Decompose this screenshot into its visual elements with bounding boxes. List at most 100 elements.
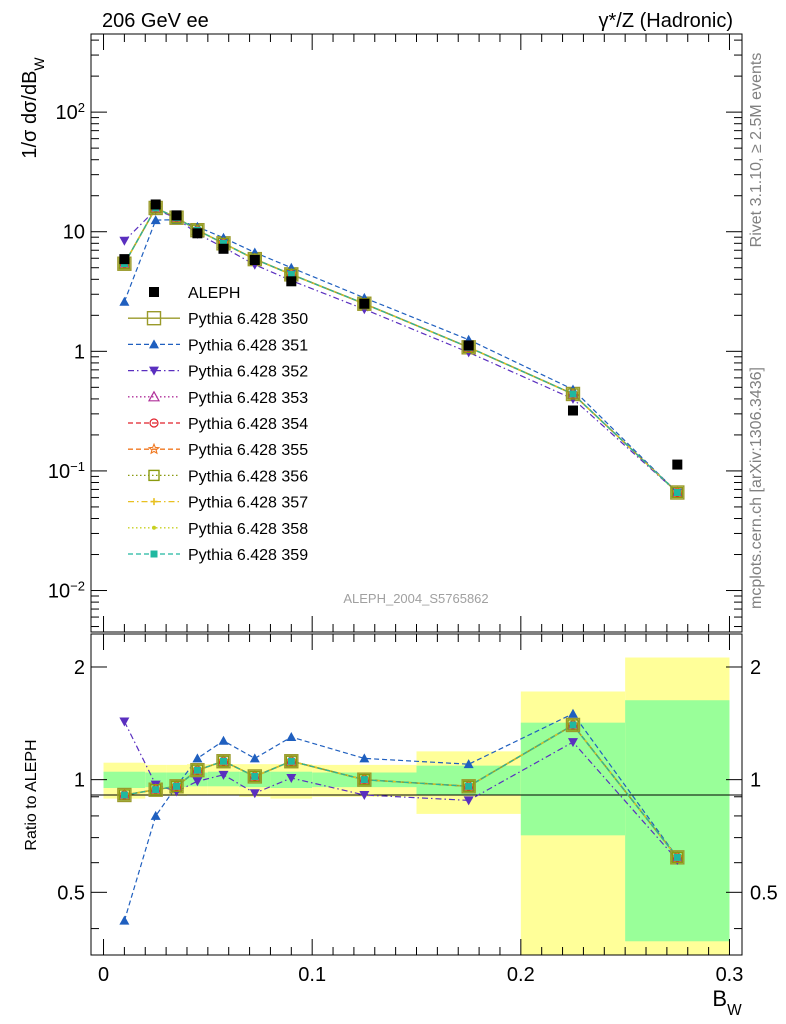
series-1-point [150,215,161,225]
ratio-9-point [193,766,201,774]
header-right-label: γ*/Z (Hadronic) [599,10,733,32]
main-axis-ticks: 10−2 10−1 1 10 102 [48,34,742,632]
ratio-1-point [286,732,297,742]
mcplots-reference-note: mcplots.cern.ch [arXiv:1306.3436] [748,367,765,609]
legend-marker-2 [149,366,159,376]
ratio-2-point [286,774,297,784]
ratio-6-point [462,780,475,792]
ratio-2-point [567,738,578,748]
series-6-point [671,486,684,499]
main-data-layer [119,199,683,470]
legend-label-aleph: ALEPH [188,285,240,302]
legend-label-6: Pythia 6.428 356 [188,468,308,485]
legend-label-7: Pythia 6.428 357 [188,495,308,512]
series-9-point [569,390,577,398]
ratio-9-point [465,782,473,790]
legend-marker-5 [147,442,161,455]
ratio-6-point [170,780,183,792]
main-panel: 10−2 10−1 1 10 102 ALEPH_2004_S5765862 ALEPH… [19,33,743,633]
stat-uncertainty-band [103,771,146,788]
ratio-0-point [247,769,262,784]
ratio-2-point [192,777,203,787]
ratio-9-point [219,757,227,765]
aleph-data-point [567,405,578,416]
ratio-9-point [152,786,160,794]
aleph-data-point [249,255,260,266]
main-y-tick-label: 10 [63,222,85,244]
ratio-6-point [249,770,261,783]
stat-uncertainty-band [625,700,730,942]
ratio-1-point [218,735,229,745]
ratio-1-point [192,753,203,763]
ratio-y-tick-label-right: 2 [750,657,761,679]
header-left-label: 206 GeV ee [102,10,209,32]
main-y-tick-label: 102 [56,100,85,125]
ratio-9-point [673,853,681,861]
rivet-version-note: Rivet 3.1.10, ≥ 2.5M events [748,53,765,248]
ratio-6-point [149,784,162,796]
ratio-axis-ticks: 0.5 0.5 1 1 2 2 0 0.1 0.2 0.3 [57,634,778,986]
ratio-series-layer [117,708,685,925]
main-y-tick-label: 10−1 [48,458,85,483]
ratio-1-point [359,753,370,763]
x-tick-label: 0.1 [298,964,326,986]
ratio-0-point [190,762,205,778]
ratio-9-point [251,772,259,780]
aleph-data-point [218,243,229,254]
ratio-0-point [357,772,372,787]
ratio-6-point [358,773,371,786]
ratio-y-tick-label-right: 1 [750,770,761,792]
ratio-9-point [120,791,128,799]
series-9-point [219,239,227,247]
ratio-1-point [150,810,161,820]
legend-marker-4 [149,418,159,428]
legend-label-9: Pythia 6.428 359 [188,547,308,564]
ratio-panel: 0.5 0.5 1 1 2 2 0 0.1 0.2 0.3 Ratio to ALEPH BW [23,633,778,1019]
ratio-6-point [285,755,298,767]
ratio-6-point [191,764,204,776]
ratio-6-point [567,719,579,731]
main-y-tick-label: 1 [74,341,85,363]
legend-marker-7 [150,498,158,506]
aleph-data-point [463,340,474,351]
ratio-2-point [359,790,370,800]
legend-marker-0 [146,311,162,326]
ratio-0-point [565,717,581,733]
aleph-data-point [150,199,161,210]
ratio-9-point [569,721,577,729]
legend-marker-1 [149,339,159,349]
series-line-9 [123,207,678,493]
legend-marker-9 [150,550,158,558]
x-tick-label: 0 [98,964,109,986]
ratio-0-point [117,787,132,803]
legend-marker-aleph [149,287,159,297]
legend-label-0: Pythia 6.428 350 [188,311,308,328]
aleph-data-point [359,298,370,309]
series-0-point [670,485,685,500]
ratio-1-point [249,753,260,763]
x-tick-label: 0.2 [507,964,535,986]
main-y-tick-label: 10−2 [48,578,85,603]
ratio-y-tick-label: 0.5 [57,882,85,904]
legend-marker-8 [152,525,156,530]
ratio-9-point [287,757,295,765]
series-9-point [287,270,295,278]
legend-label-8: Pythia 6.428 358 [188,521,308,538]
series-2-point [119,236,130,246]
series-9-point [673,489,681,497]
legend-label-2: Pythia 6.428 352 [188,364,308,381]
ratio-2-point [463,796,474,806]
ratio-2-point [249,789,260,799]
ratio-1-point [119,915,130,925]
x-axis-label: BW [712,986,742,1019]
main-y-axis-label-text: 1/σ dσ/dBW [19,57,47,159]
legend-label-3: Pythia 6.428 353 [188,390,308,407]
ratio-0-point [284,754,299,769]
ratio-0-point [216,754,231,769]
ratio-line-9 [124,724,678,858]
legend-marker-3 [147,390,161,402]
ratio-9-point [360,776,368,784]
ratio-9-point [173,782,181,790]
legend: ALEPH Pythia 6.428 350 Pythia 6.428 351 Pyt… [128,285,308,564]
ratio-uncertainty-bands [103,657,730,955]
